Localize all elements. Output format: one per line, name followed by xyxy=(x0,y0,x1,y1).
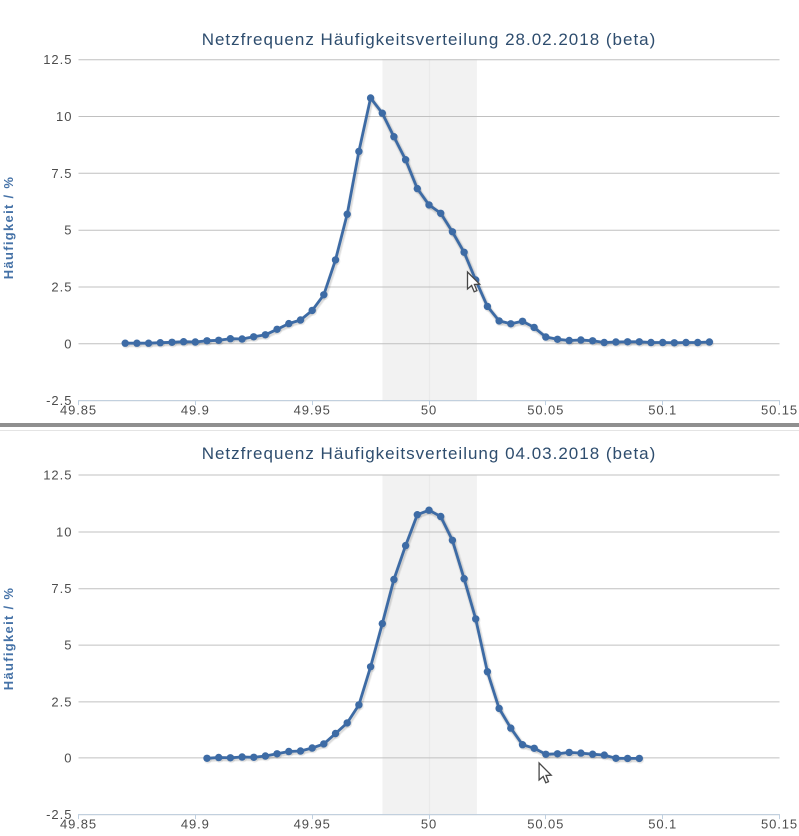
svg-text:Häufigkeit / %: Häufigkeit / % xyxy=(1,176,16,279)
svg-text:-2.5: -2.5 xyxy=(46,393,72,408)
svg-text:49.85: 49.85 xyxy=(60,817,97,832)
svg-text:7.5: 7.5 xyxy=(51,581,72,596)
svg-text:49.9: 49.9 xyxy=(181,817,210,832)
svg-text:0: 0 xyxy=(64,750,72,765)
svg-text:5: 5 xyxy=(64,223,72,238)
svg-text:-2.5: -2.5 xyxy=(46,807,72,822)
svg-text:49.85: 49.85 xyxy=(60,403,97,418)
svg-text:49.9: 49.9 xyxy=(181,403,210,418)
svg-text:0: 0 xyxy=(64,336,72,351)
svg-text:12.5: 12.5 xyxy=(43,52,72,67)
svg-text:Netzfrequenz Häufigkeitsvertei: Netzfrequenz Häufigkeitsverteilung 04.03… xyxy=(202,444,657,463)
svg-text:50.15: 50.15 xyxy=(761,403,798,418)
svg-text:Netzfrequenz Häufigkeitsvertei: Netzfrequenz Häufigkeitsverteilung 28.02… xyxy=(202,30,657,49)
svg-text:49.95: 49.95 xyxy=(294,403,331,418)
svg-text:50.05: 50.05 xyxy=(527,817,564,832)
svg-text:10: 10 xyxy=(56,109,72,124)
svg-text:50: 50 xyxy=(421,817,437,832)
svg-text:12.5: 12.5 xyxy=(43,468,72,483)
svg-text:2.5: 2.5 xyxy=(51,280,72,295)
svg-text:7.5: 7.5 xyxy=(51,166,72,181)
svg-text:2.5: 2.5 xyxy=(51,694,72,709)
svg-text:50.1: 50.1 xyxy=(648,403,677,418)
svg-text:50.1: 50.1 xyxy=(648,817,677,832)
svg-text:5: 5 xyxy=(64,638,72,653)
svg-text:10: 10 xyxy=(56,525,72,540)
svg-text:49.95: 49.95 xyxy=(294,817,331,832)
svg-text:Häufigkeit / %: Häufigkeit / % xyxy=(1,587,16,690)
svg-text:50: 50 xyxy=(421,403,437,418)
svg-text:50.05: 50.05 xyxy=(527,403,564,418)
svg-text:50.15: 50.15 xyxy=(761,817,798,832)
